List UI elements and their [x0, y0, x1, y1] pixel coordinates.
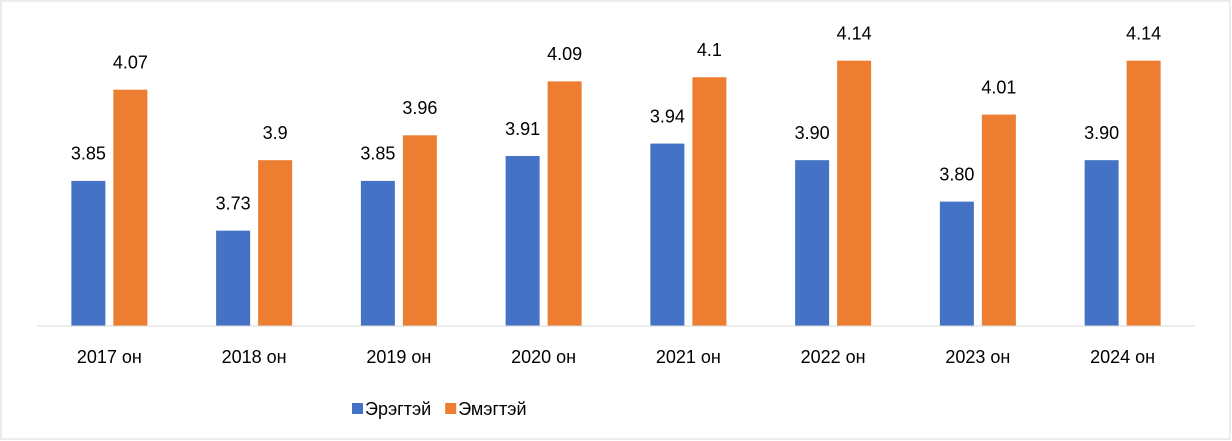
legend-label: Эмэгтэй	[458, 399, 526, 419]
data-label: 3.91	[505, 119, 540, 139]
data-label: 4.07	[113, 52, 148, 72]
data-label: 3.94	[650, 106, 685, 126]
bar	[795, 160, 830, 326]
data-label: 3.80	[939, 164, 974, 184]
x-tick-label: 2021 он	[656, 347, 721, 367]
data-label: 3.9	[263, 123, 288, 143]
data-label: 3.85	[360, 144, 395, 164]
x-tick-label: 2018 он	[222, 347, 287, 367]
data-label: 4.14	[1126, 23, 1161, 43]
bar	[113, 89, 148, 327]
bar	[258, 160, 293, 326]
bar	[837, 60, 872, 326]
bar	[1084, 160, 1119, 326]
x-tick-label: 2024 он	[1090, 347, 1155, 367]
bar	[505, 156, 540, 326]
bar	[547, 81, 582, 326]
legend-swatch	[352, 403, 363, 414]
bar	[692, 77, 727, 326]
bar	[1126, 60, 1161, 326]
legend-swatch	[445, 403, 457, 414]
x-tick-label: 2020 он	[511, 347, 576, 367]
x-tick-label: 2023 он	[945, 347, 1010, 367]
bar	[939, 201, 974, 326]
bar	[360, 180, 395, 326]
bar	[216, 230, 251, 326]
data-label: 3.90	[1084, 123, 1119, 143]
data-label: 3.73	[216, 193, 251, 213]
data-label: 4.1	[697, 40, 722, 60]
data-label: 3.96	[402, 98, 437, 118]
x-tick-label: 2019 он	[366, 347, 431, 367]
data-label: 4.01	[981, 77, 1016, 97]
bar	[402, 135, 437, 326]
data-label: 4.09	[547, 44, 582, 64]
bar	[981, 114, 1016, 326]
data-label: 3.85	[71, 144, 106, 164]
data-label: 4.14	[837, 23, 872, 43]
bar	[71, 180, 106, 326]
data-label: 3.90	[795, 123, 830, 143]
x-tick-label: 2017 он	[77, 347, 142, 367]
bar	[650, 143, 685, 326]
legend-label: Эрэгтэй	[365, 399, 431, 419]
x-tick-label: 2022 он	[801, 347, 866, 367]
